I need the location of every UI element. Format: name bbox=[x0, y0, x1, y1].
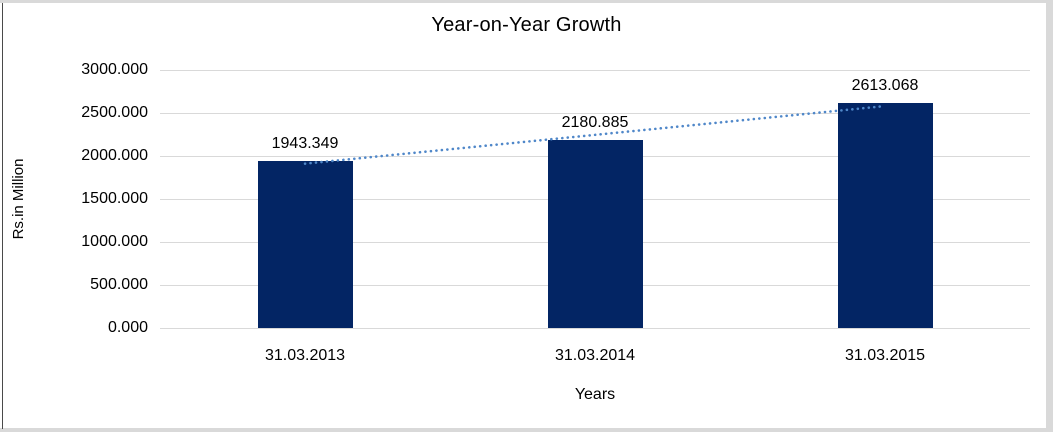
bar bbox=[547, 140, 643, 328]
y-tick-label: 500.000 bbox=[90, 276, 148, 293]
y-tick-label: 0.000 bbox=[107, 319, 148, 336]
y-tick-label: 3000.000 bbox=[81, 61, 148, 78]
y-tick-label: 2000.000 bbox=[81, 147, 148, 164]
y-tick-label: 2500.000 bbox=[81, 104, 148, 121]
bar bbox=[257, 160, 353, 328]
bar-value-label: 1943.349 bbox=[271, 134, 339, 152]
x-axis-title: Years bbox=[574, 386, 616, 403]
bar-value-label: 2613.068 bbox=[851, 77, 919, 95]
y-tick-label: 1500.000 bbox=[81, 190, 148, 207]
x-category-label: 31.03.2015 bbox=[844, 347, 926, 364]
bar bbox=[837, 103, 933, 328]
x-category-label: 31.03.2013 bbox=[264, 347, 346, 364]
gridline bbox=[160, 328, 1030, 329]
gridline bbox=[160, 113, 1030, 114]
gridline bbox=[160, 70, 1030, 71]
y-tick-label: 1000.000 bbox=[81, 233, 148, 250]
chart-title: Year-on-Year Growth bbox=[431, 14, 622, 36]
x-category-label: 31.03.2014 bbox=[554, 347, 636, 364]
bar-value-label: 2180.885 bbox=[561, 114, 629, 132]
